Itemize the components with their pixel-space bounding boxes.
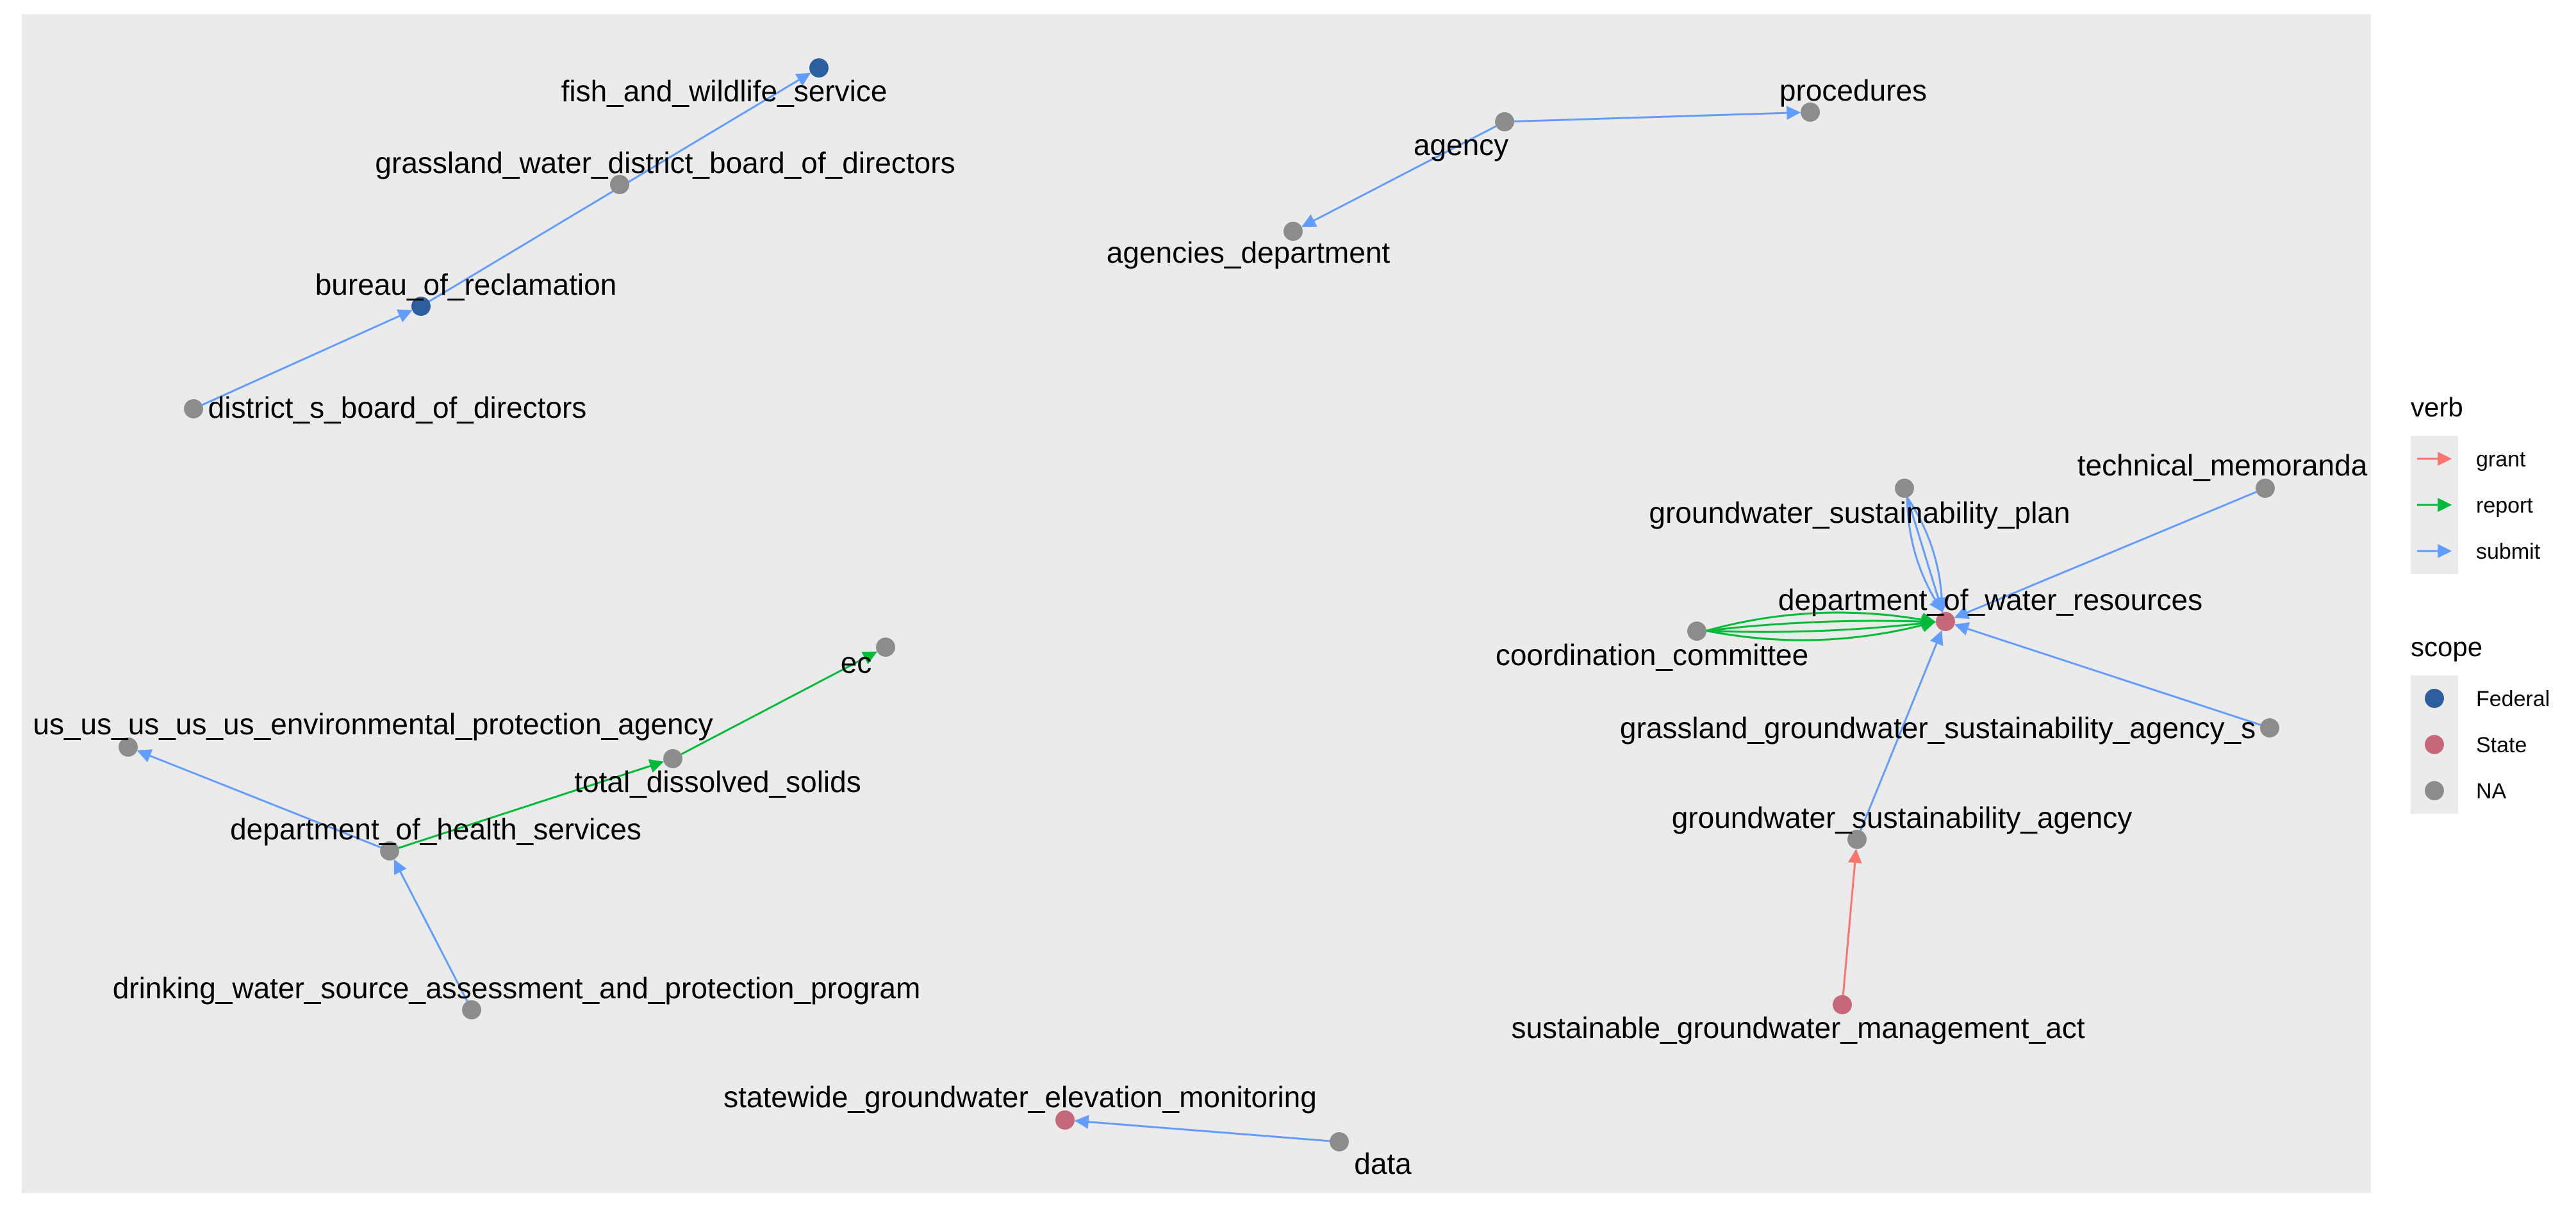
node-label-us_us_us_us_us_environmental_protection_agency: us_us_us_us_us_environmental_protection_…: [33, 707, 713, 741]
edge-submit-district_s_board_of_directors-to-bureau_of_reclamation: [202, 309, 413, 406]
node-department_of_water_resources: [1936, 612, 1955, 631]
node-agency: [1495, 112, 1514, 131]
node-label-groundwater_sustainability_agency: groundwater_sustainability_agency: [1672, 801, 2133, 834]
node-ec: [876, 638, 895, 657]
edge-report-coordination_committee-to-department_of_water_resources: [1706, 614, 1936, 632]
edge-submit-data-to-statewide_groundwater_elevation_monitoring: [1074, 1114, 1330, 1142]
edge-submit-grassland_groundwater_sustainability_agency_s-to-department_of_water_resources: [1954, 622, 2261, 726]
node-sustainable_groundwater_management_act: [1833, 995, 1852, 1014]
edge-report-coordination_committee-to-department_of_water_resources: [1706, 618, 1936, 641]
edge-submit-drinking_water_source_assessment_and_protection_program-to-department_of_health_services: [393, 859, 468, 1002]
node-label-total_dissolved_solids: total_dissolved_solids: [574, 765, 861, 798]
edge-submit-groundwater_sustainability_agency-to-department_of_water_resources: [1860, 630, 1944, 831]
legend-federal-label: Federal: [2476, 687, 2550, 711]
node-label-drinking_water_source_assessment_and_protection_program: drinking_water_source_assessment_and_pro…: [113, 971, 921, 1005]
edge-submit-agency-to-procedures: [1514, 106, 1801, 123]
node-department_of_health_services: [380, 841, 399, 861]
node-procedures: [1801, 103, 1820, 122]
node-label-technical_memoranda: technical_memoranda: [2077, 449, 2368, 482]
node-coordination_committee: [1687, 622, 1706, 641]
legend-report-label: report: [2476, 493, 2533, 518]
legend-scope-title: scope: [2411, 632, 2482, 662]
edge-submit-groundwater_sustainability_plan-to-department_of_water_resources: [1906, 497, 1949, 613]
legend-item-grant: grant: [2417, 447, 2526, 472]
node-label-grassland_water_district_board_of_directors: grassland_water_district_board_of_direct…: [375, 146, 955, 179]
node-grassland_water_district_board_of_directors: [610, 175, 629, 194]
legend-state-label: State: [2476, 733, 2527, 757]
node-agencies_department: [1284, 222, 1303, 241]
edge-report-total_dissolved_solids-to-ec: [681, 651, 877, 755]
node-label-district_s_board_of_directors: district_s_board_of_directors: [208, 391, 587, 424]
node-district_s_board_of_directors: [184, 399, 203, 418]
legend-verb-title: verb: [2411, 392, 2463, 422]
node-drinking_water_source_assessment_and_protection_program: [462, 1000, 481, 1019]
legend-item-submit: submit: [2417, 540, 2541, 564]
node-label-department_of_health_services: department_of_health_services: [230, 812, 641, 846]
legend-scope: scope Federal State NA: [2411, 632, 2550, 814]
node-label-agencies_department: agencies_department: [1107, 236, 1391, 269]
node-us_us_us_us_us_environmental_protection_agency: [119, 737, 138, 757]
node-label-sustainable_groundwater_management_act: sustainable_groundwater_management_act: [1511, 1011, 2085, 1044]
node-label-agency: agency: [1414, 128, 1508, 161]
legend-grant-label: grant: [2476, 447, 2526, 472]
node-statewide_groundwater_elevation_monitoring: [1055, 1110, 1075, 1130]
node-total_dissolved_solids: [663, 749, 682, 768]
node-label-procedures: procedures: [1779, 74, 1927, 107]
node-label-grassland_groundwater_sustainability_agency_s: grassland_groundwater_sustainability_age…: [1620, 711, 2256, 745]
legend-state-dot: [2425, 735, 2444, 754]
edge-submit-technical_memoranda-to-department_of_water_resources: [1954, 491, 2257, 619]
edge-submit-department_of_health_services-to-us_us_us_us_us_environmental_protection_agency: [136, 749, 381, 848]
legend-item-federal: Federal: [2425, 687, 2550, 711]
edge-report-coordination_committee-to-department_of_water_resources: [1706, 616, 1936, 633]
node-fish_and_wildlife_service: [809, 58, 829, 78]
node-groundwater_sustainability_plan: [1895, 479, 1914, 498]
node-label-coordination_committee: coordination_committee: [1496, 638, 1808, 671]
legend-submit-label: submit: [2476, 540, 2541, 564]
edge-report-coordination_committee-to-department_of_water_resources: [1706, 611, 1936, 632]
node-label-ec: ec: [841, 646, 872, 679]
plot-panel: [22, 14, 2371, 1193]
node-label-bureau_of_reclamation: bureau_of_reclamation: [315, 268, 617, 301]
node-technical_memoranda: [2256, 479, 2275, 498]
legend-na-dot: [2425, 781, 2444, 800]
node-label-data: data: [1354, 1147, 1412, 1180]
nodes-layer: [119, 58, 2279, 1151]
legend-item-na: NA: [2425, 779, 2507, 803]
edge-report-department_of_health_services-to-total_dissolved_solids: [398, 759, 664, 849]
node-groundwater_sustainability_agency: [1847, 830, 1867, 849]
legend-federal-dot: [2425, 689, 2444, 708]
labels-layer: fish_and_wildlife_service grassland_water…: [33, 74, 2367, 1180]
edge-grant-sustainable_groundwater_management_act-to-groundwater_sustainability_agency: [1842, 848, 1862, 996]
node-label-department_of_water_resources: department_of_water_resources: [1778, 583, 2202, 616]
node-label-fish_and_wildlife_service: fish_and_wildlife_service: [561, 74, 888, 108]
node-label-statewide_groundwater_elevation_monitoring: statewide_groundwater_elevation_monitori…: [723, 1080, 1317, 1114]
legend-na-label: NA: [2476, 779, 2507, 803]
legend: verb grant report submit scope Federal: [2411, 392, 2550, 814]
legend-item-report: report: [2417, 493, 2533, 518]
node-data: [1330, 1132, 1349, 1151]
edge-submit-agency-to-agencies_department: [1301, 125, 1497, 227]
legend-item-state: State: [2425, 733, 2527, 757]
node-bureau_of_reclamation: [411, 297, 431, 316]
node-grassland_groundwater_sustainability_agency_s: [2260, 718, 2279, 737]
legend-verb: verb grant report submit: [2411, 392, 2541, 574]
node-label-groundwater_sustainability_plan: groundwater_sustainability_plan: [1649, 496, 2070, 529]
edge-submit-groundwater_sustainability_plan-to-department_of_water_resources: [1906, 497, 1944, 613]
